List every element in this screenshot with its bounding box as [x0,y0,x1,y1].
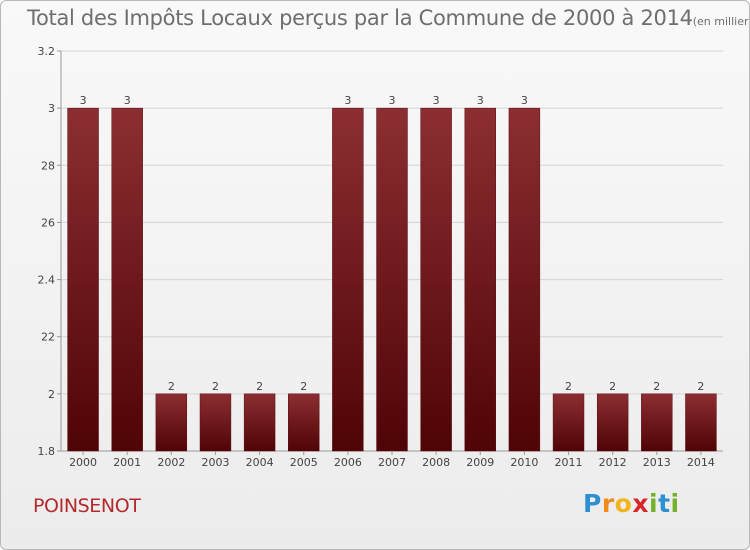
logo-letter: x [632,489,649,518]
bar [552,393,585,452]
data-label: 3 [344,94,351,107]
x-tick-label: 2013 [643,456,671,469]
x-tick-label: 2004 [246,456,274,469]
x-tick-label: 2014 [687,456,715,469]
x-tick-label: 2001 [113,456,141,469]
data-label: 2 [212,380,219,393]
bar [420,107,452,452]
x-tick-label: 2005 [290,456,318,469]
y-tick-label: 26 [41,216,55,229]
x-tick-label: 2000 [69,456,97,469]
data-label: 2 [609,380,616,393]
chart-title: Total des Impôts Locaux perçus par la Co… [27,6,749,30]
x-tick-label: 2012 [599,456,627,469]
y-tick-label: 3 [48,102,55,115]
data-label: 2 [565,380,572,393]
y-tick-label: 2.4 [38,274,56,287]
bar [332,107,364,452]
title-unit: (en milliers d'€) [692,15,749,28]
data-label: 2 [168,380,175,393]
bar [508,107,541,452]
logo-letter: r [601,489,615,518]
proxiti-logo[interactable]: Proxiti [583,489,680,518]
bars: 3 3 2 2 2 2 3 3 3 3 3 2 2 2 2 [67,94,717,452]
x-tick-label: 2003 [201,456,229,469]
y-tick-label: 1.8 [38,445,56,458]
data-label: 3 [80,94,87,107]
data-label: 2 [256,380,263,393]
bar [199,393,232,452]
bar [67,107,99,452]
bar [641,393,673,452]
y-tick-label: 3.2 [38,45,56,58]
x-tick-label: 2002 [157,456,185,469]
logo-letter: P [583,489,602,518]
x-tick-label: 2010 [510,456,538,469]
title-text: Total des Impôts Locaux perçus par la Co… [27,6,693,30]
commune-name: POINSENOT [33,495,141,517]
x-tick-label: 2008 [422,456,450,469]
bar [155,393,188,452]
x-tick-label: 2009 [466,456,494,469]
x-axis-labels: 2000 2001 2002 2003 2004 2005 2006 2007 2008 2009… [69,451,715,469]
bar [111,107,143,452]
data-label: 3 [124,94,131,107]
bar [685,393,717,452]
logo-letter: o [614,489,633,518]
data-label: 2 [300,380,307,393]
logo-letter: t [658,489,671,518]
data-label: 3 [389,94,396,107]
data-label: 3 [477,94,484,107]
bar [376,107,408,452]
logo-letter: i [670,489,680,518]
data-label: 2 [697,380,704,393]
x-tick-label: 2006 [334,456,362,469]
bar [464,107,496,452]
x-tick-label: 2011 [555,456,583,469]
data-label: 3 [521,94,528,107]
y-tick-label: 22 [41,331,55,344]
data-label: 2 [653,380,660,393]
y-tick-label: 28 [41,159,55,172]
data-label: 3 [433,94,440,107]
bar [243,393,276,452]
y-tick-label: 2 [48,388,55,401]
x-tick-label: 2007 [378,456,406,469]
logo-letter: i [649,489,659,518]
bar [596,393,629,452]
bar [288,393,320,452]
